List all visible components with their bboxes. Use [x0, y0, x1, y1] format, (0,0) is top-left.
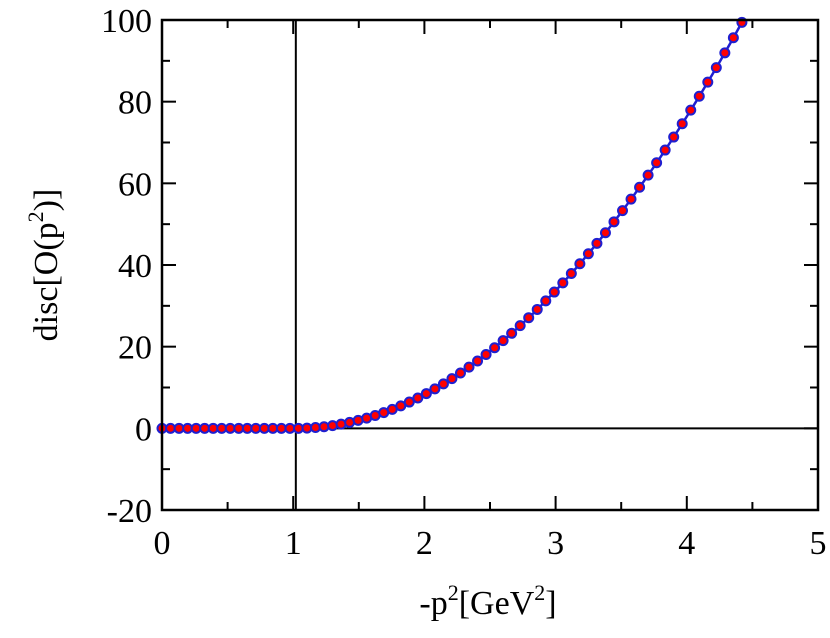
data-point [608, 216, 620, 228]
data-point [719, 47, 731, 59]
data-point [454, 367, 466, 379]
data-point [642, 169, 654, 181]
y-tick-label: 0 [135, 411, 152, 448]
data-point [651, 157, 663, 169]
data-point [463, 361, 475, 373]
data-point [403, 396, 415, 408]
data-point [489, 342, 501, 354]
data-point [634, 181, 646, 193]
data-point [676, 118, 688, 130]
data-point [668, 131, 680, 143]
x-tick-label: 0 [154, 525, 171, 562]
data-point [685, 104, 697, 116]
data-point [574, 258, 586, 270]
data-point [617, 205, 629, 217]
data-point [437, 378, 449, 390]
x-tick-label: 4 [678, 525, 695, 562]
data-point [472, 355, 484, 367]
data-point [531, 303, 543, 315]
data-point [327, 420, 339, 432]
x-tick-label: 1 [285, 525, 302, 562]
data-point [659, 144, 671, 156]
data-point [420, 388, 432, 400]
data-point [335, 418, 347, 430]
data-point [557, 277, 569, 289]
data-point [548, 286, 560, 298]
x-tick-label: 3 [547, 525, 564, 562]
y-tick-label: -20 [107, 493, 152, 530]
data-point [582, 248, 594, 260]
data-point [540, 295, 552, 307]
x-tick-label: 2 [416, 525, 433, 562]
y-axis-title: disc[O(p2)] [23, 189, 65, 342]
plot-frame [160, 18, 820, 512]
y-tick-label: 80 [118, 85, 152, 122]
data-point [506, 327, 518, 339]
data-point [514, 320, 526, 332]
data-point [429, 383, 441, 395]
data-point [727, 32, 739, 44]
x-axis-title: -p2[GeV2] [419, 580, 556, 622]
data-point [702, 76, 714, 88]
data-point [625, 193, 637, 205]
y-tick-label: 20 [118, 330, 152, 367]
data-point [523, 312, 535, 324]
y-tick-label: 40 [118, 248, 152, 285]
data-point [412, 392, 424, 404]
data-point [710, 62, 722, 74]
y-tick-label: 60 [118, 166, 152, 203]
data-point [395, 400, 407, 412]
data-point [599, 227, 611, 239]
data-point [591, 237, 603, 249]
data-point [480, 349, 492, 361]
data-point [693, 90, 705, 102]
data-point [565, 267, 577, 279]
data-point [497, 335, 509, 347]
data-point [446, 373, 458, 385]
series-points-group [156, 16, 748, 434]
y-tick-label: 100 [101, 3, 152, 40]
x-tick-label: 5 [810, 525, 827, 562]
